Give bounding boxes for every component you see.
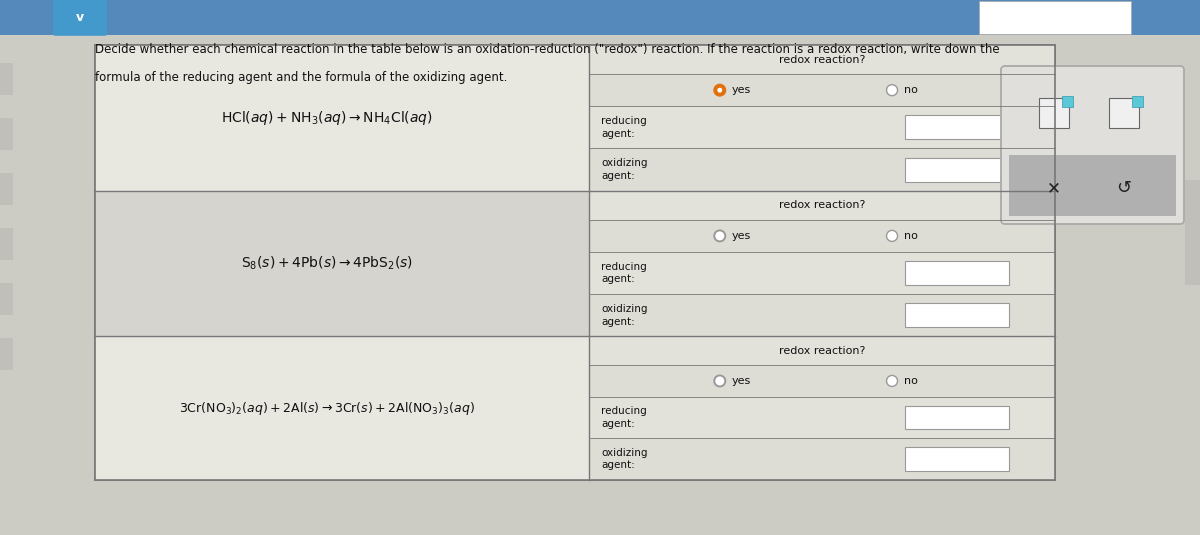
FancyBboxPatch shape (95, 337, 589, 480)
Text: formula of the reducing agent and the formula of the oxidizing agent.: formula of the reducing agent and the fo… (95, 71, 508, 84)
FancyBboxPatch shape (1001, 66, 1184, 224)
Text: v: v (76, 11, 84, 24)
FancyBboxPatch shape (1132, 96, 1144, 108)
FancyBboxPatch shape (0, 338, 13, 370)
Text: reducing
agent:: reducing agent: (601, 262, 647, 284)
FancyBboxPatch shape (1062, 96, 1073, 108)
FancyBboxPatch shape (0, 0, 1200, 35)
Circle shape (887, 231, 898, 241)
FancyBboxPatch shape (53, 0, 107, 36)
Text: oxidizing
agent:: oxidizing agent: (601, 304, 648, 326)
Text: reducing
agent:: reducing agent: (601, 407, 647, 429)
FancyBboxPatch shape (0, 173, 13, 205)
Circle shape (718, 88, 722, 93)
FancyBboxPatch shape (589, 106, 1055, 149)
FancyBboxPatch shape (905, 261, 1009, 285)
Text: $\mathrm{S_8}(s) + 4\mathrm{Pb}(s) \rightarrow 4\mathrm{PbS_2}(s)$: $\mathrm{S_8}(s) + 4\mathrm{Pb}(s) \righ… (241, 255, 413, 272)
Text: ↺: ↺ (1116, 180, 1132, 197)
FancyBboxPatch shape (905, 447, 1009, 471)
FancyBboxPatch shape (589, 294, 1055, 337)
Text: oxidizing
agent:: oxidizing agent: (601, 448, 648, 470)
Text: no: no (904, 376, 918, 386)
FancyBboxPatch shape (0, 283, 13, 315)
Text: reducing
agent:: reducing agent: (601, 116, 647, 139)
Text: $\mathrm{HCl}(aq) + \mathrm{NH_3}(aq) \rightarrow \mathrm{NH_4Cl}(aq)$: $\mathrm{HCl}(aq) + \mathrm{NH_3}(aq) \r… (222, 109, 433, 127)
Text: ✕: ✕ (1048, 180, 1061, 197)
Text: yes: yes (731, 85, 750, 95)
FancyBboxPatch shape (589, 337, 1055, 365)
FancyBboxPatch shape (589, 190, 1055, 220)
FancyBboxPatch shape (589, 252, 1055, 294)
Text: no: no (904, 85, 918, 95)
FancyBboxPatch shape (905, 303, 1009, 327)
Text: yes: yes (731, 376, 750, 386)
Text: Decide whether each chemical reaction in the table below is an oxidation-reducti: Decide whether each chemical reaction in… (95, 43, 1000, 56)
FancyBboxPatch shape (589, 220, 1055, 252)
Circle shape (714, 376, 725, 386)
FancyBboxPatch shape (0, 118, 13, 150)
FancyBboxPatch shape (1039, 98, 1069, 128)
FancyBboxPatch shape (905, 158, 1009, 181)
Circle shape (714, 231, 725, 241)
FancyBboxPatch shape (905, 406, 1009, 430)
Text: yes: yes (731, 231, 750, 241)
Circle shape (887, 85, 898, 96)
Text: redox reaction?: redox reaction? (779, 55, 865, 65)
Text: no: no (904, 231, 918, 241)
Circle shape (714, 85, 725, 96)
Text: redox reaction?: redox reaction? (779, 200, 865, 210)
FancyBboxPatch shape (589, 45, 1055, 74)
FancyBboxPatch shape (979, 1, 1132, 34)
Text: $3\mathrm{Cr(NO_3)_2}(aq) + 2\mathrm{Al}(s) \rightarrow 3\mathrm{Cr}(s) + 2\math: $3\mathrm{Cr(NO_3)_2}(aq) + 2\mathrm{Al}… (180, 400, 475, 417)
FancyBboxPatch shape (589, 365, 1055, 397)
FancyBboxPatch shape (95, 45, 589, 190)
FancyBboxPatch shape (1109, 98, 1139, 128)
FancyBboxPatch shape (0, 63, 13, 95)
FancyBboxPatch shape (1186, 230, 1200, 285)
FancyBboxPatch shape (1009, 155, 1176, 216)
FancyBboxPatch shape (0, 228, 13, 260)
Circle shape (887, 376, 898, 386)
FancyBboxPatch shape (589, 74, 1055, 106)
FancyBboxPatch shape (589, 438, 1055, 480)
FancyBboxPatch shape (589, 149, 1055, 190)
FancyBboxPatch shape (95, 45, 1055, 480)
FancyBboxPatch shape (589, 397, 1055, 438)
FancyBboxPatch shape (95, 190, 589, 337)
FancyBboxPatch shape (905, 116, 1009, 139)
FancyBboxPatch shape (1186, 180, 1200, 235)
Text: redox reaction?: redox reaction? (779, 346, 865, 356)
Text: oxidizing
agent:: oxidizing agent: (601, 158, 648, 181)
